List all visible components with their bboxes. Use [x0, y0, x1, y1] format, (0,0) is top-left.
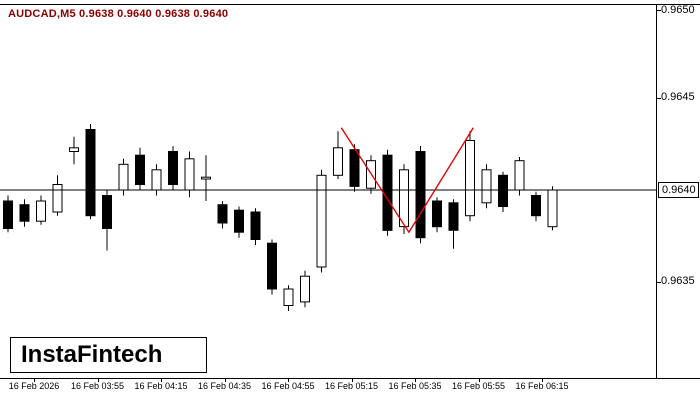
time-label: 16 Feb 04:35	[197, 381, 252, 391]
candle	[69, 136, 79, 165]
time-tick	[288, 379, 289, 382]
time-tick	[351, 379, 353, 382]
time-tick	[161, 379, 162, 382]
ohlc-quote: AUDCAD,M5 0.9638 0.9640 0.9638 0.9640	[8, 8, 229, 20]
chart-plot-area[interactable]	[0, 4, 656, 378]
time-label: 16 Feb 05:35	[388, 381, 442, 391]
time-label: 16 Feb 03:55	[70, 381, 125, 391]
candle	[498, 171, 508, 212]
time-tick	[224, 379, 226, 382]
candle	[3, 195, 13, 233]
broker-logo-text: InstaFintech	[21, 341, 163, 368]
candle	[448, 199, 459, 249]
zigzag-indicator	[340, 127, 474, 234]
candle	[85, 124, 96, 220]
candle	[36, 195, 46, 225]
candle	[250, 208, 261, 245]
candle	[168, 146, 178, 190]
chart-border-bottom	[0, 378, 700, 379]
candle	[300, 270, 310, 308]
time-tick	[34, 379, 35, 382]
candle	[201, 155, 211, 201]
candle	[333, 131, 343, 179]
candle	[102, 190, 112, 251]
time-tick	[478, 379, 480, 382]
chart-border-top	[0, 4, 700, 5]
candle	[19, 199, 30, 227]
candle	[349, 144, 360, 192]
candle	[415, 146, 426, 244]
time-label: 16 Feb 04:55	[261, 381, 315, 391]
time-label: 16 Feb 04:15	[134, 381, 188, 391]
candle	[217, 201, 228, 229]
candle	[399, 164, 409, 234]
time-label: 16 Feb 05:15	[324, 381, 379, 391]
time-label: 16 Feb 05:55	[451, 381, 506, 391]
candle	[267, 239, 277, 295]
chart-border-right	[656, 4, 657, 379]
broker-logo: InstaFintech	[10, 337, 207, 373]
time-tick	[542, 379, 543, 382]
candle	[52, 175, 63, 216]
candle	[531, 191, 541, 222]
time-tick	[415, 379, 416, 382]
candle	[234, 206, 244, 238]
candle	[481, 164, 492, 209]
candle	[135, 147, 145, 190]
time-label: 16 Feb 06:15	[515, 381, 569, 391]
time-tick	[97, 379, 99, 382]
time-label: 16 Feb 2026	[8, 381, 60, 391]
candle	[283, 285, 294, 311]
candle	[465, 131, 475, 222]
candle	[316, 169, 327, 273]
candle	[432, 197, 442, 233]
